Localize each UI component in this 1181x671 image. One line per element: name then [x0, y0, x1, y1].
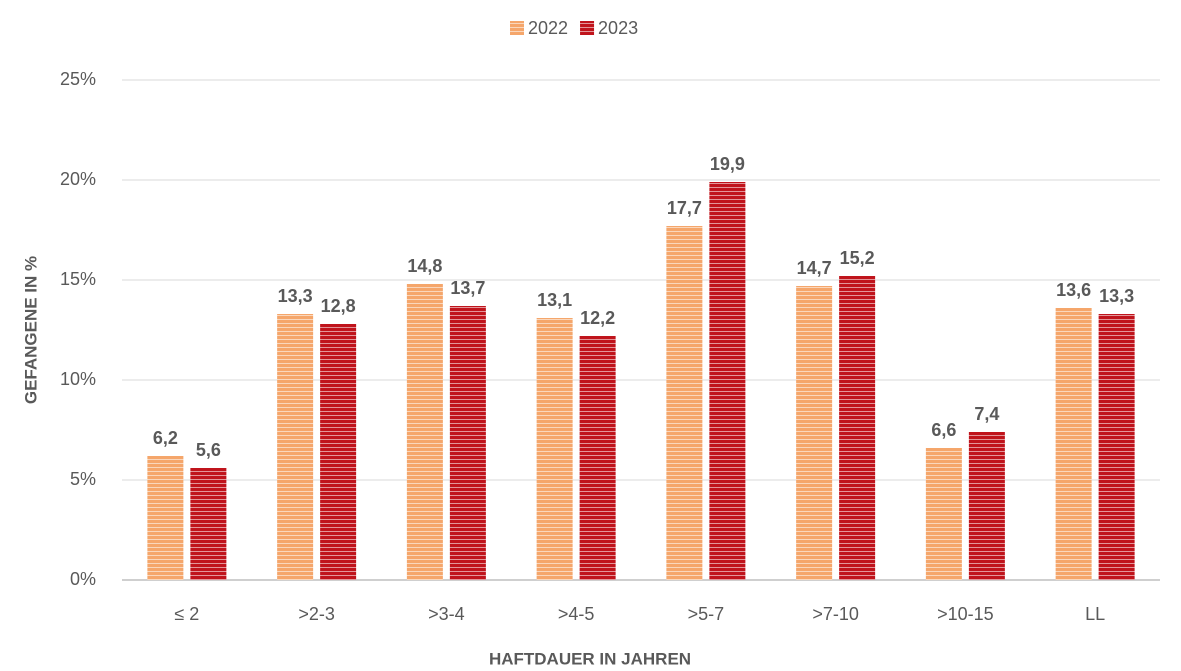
bar: [147, 456, 184, 580]
legend-swatch: [510, 21, 524, 35]
y-tick-label: 0%: [70, 569, 96, 589]
data-label: 14,7: [797, 258, 832, 278]
data-label: 15,2: [840, 248, 875, 268]
y-tick-label: 25%: [60, 69, 96, 89]
data-label: 13,6: [1056, 280, 1091, 300]
data-label: 12,8: [321, 296, 356, 316]
data-label: 6,2: [153, 428, 178, 448]
legend-label: 2022: [528, 18, 568, 38]
data-label: 12,2: [580, 308, 615, 328]
y-tick-label: 20%: [60, 169, 96, 189]
data-label: 14,8: [407, 256, 442, 276]
data-label: 17,7: [667, 198, 702, 218]
bar: [796, 286, 833, 580]
data-label: 19,9: [710, 154, 745, 174]
legend-label: 2023: [598, 18, 638, 38]
bar: [925, 448, 962, 580]
y-axis-title: GEFANGENE IN %: [21, 256, 40, 404]
bar: [968, 432, 1005, 580]
data-label: 5,6: [196, 440, 221, 460]
data-label: 13,3: [1099, 286, 1134, 306]
y-tick-label: 10%: [60, 369, 96, 389]
bar: [190, 468, 227, 580]
bar: [666, 226, 703, 580]
x-tick-label: LL: [1085, 604, 1105, 624]
bar: [709, 182, 746, 580]
data-label: 13,1: [537, 290, 572, 310]
x-tick-label: >4-5: [558, 604, 595, 624]
x-tick-label: >10-15: [937, 604, 994, 624]
bar: [449, 306, 486, 580]
x-axis-title: HAFTDAUER IN JAHREN: [489, 649, 691, 668]
bar: [1098, 314, 1135, 580]
x-tick-label: >3-4: [428, 604, 465, 624]
x-tick-label: >7-10: [812, 604, 859, 624]
bar: [320, 324, 357, 580]
x-tick-label: >2-3: [298, 604, 335, 624]
data-label: 6,6: [931, 420, 956, 440]
bar: [536, 318, 573, 580]
data-label: 7,4: [974, 404, 999, 424]
y-tick-label: 5%: [70, 469, 96, 489]
x-tick-label: >5-7: [688, 604, 725, 624]
bar: [579, 336, 616, 580]
data-label: 13,7: [450, 278, 485, 298]
bar: [1055, 308, 1092, 580]
y-tick-label: 15%: [60, 269, 96, 289]
legend-swatch: [580, 21, 595, 35]
bar: [406, 284, 443, 580]
bar: [839, 276, 876, 580]
x-tick-label: ≤ 2: [174, 604, 199, 624]
data-label: 13,3: [278, 286, 313, 306]
bar: [277, 314, 314, 580]
